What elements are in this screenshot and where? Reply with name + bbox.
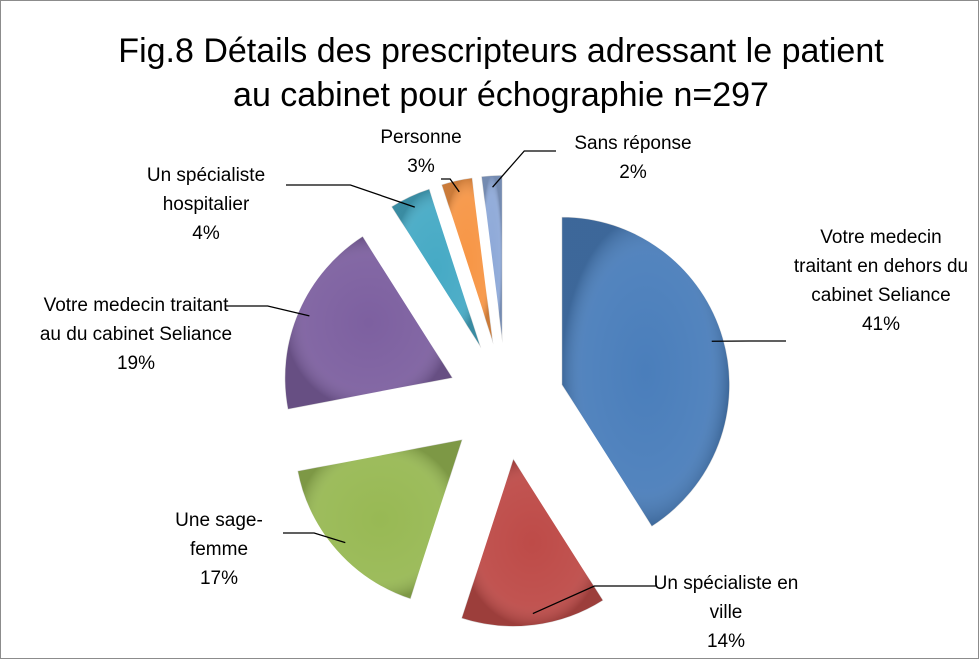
category-label: Votre medecin traitant au du cabinet Sel… — [36, 291, 236, 349]
chart-title: Fig.8 Détails des prescripteurs adressan… — [111, 29, 891, 117]
data-label: Votre medecin traitant en dehors du cabi… — [791, 223, 971, 339]
data-label: Votre medecin traitant au du cabinet Sel… — [36, 291, 236, 378]
percent-label: 14% — [646, 627, 806, 656]
percent-label: 3% — [361, 152, 481, 181]
pie-slice — [461, 459, 603, 627]
category-label: Une sage-femme — [159, 506, 279, 564]
pie-slice — [562, 217, 730, 527]
percent-label: 19% — [36, 349, 236, 378]
category-label: Un spécialiste hospitalier — [121, 161, 291, 219]
category-label: Un spécialiste en ville — [646, 569, 806, 627]
percent-label: 2% — [543, 158, 723, 187]
percent-label: 41% — [791, 310, 971, 339]
percent-label: 4% — [121, 219, 291, 248]
percent-label: 17% — [159, 564, 279, 593]
category-label: Sans réponse — [543, 129, 723, 158]
category-label: Votre medecin traitant en dehors du cabi… — [791, 223, 971, 310]
category-label: Personne — [361, 123, 481, 152]
pie-slice — [297, 439, 462, 599]
